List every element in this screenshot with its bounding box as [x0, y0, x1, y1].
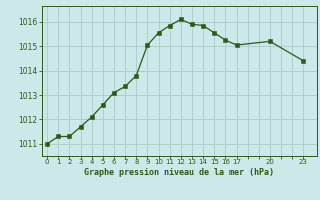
- X-axis label: Graphe pression niveau de la mer (hPa): Graphe pression niveau de la mer (hPa): [84, 168, 274, 177]
